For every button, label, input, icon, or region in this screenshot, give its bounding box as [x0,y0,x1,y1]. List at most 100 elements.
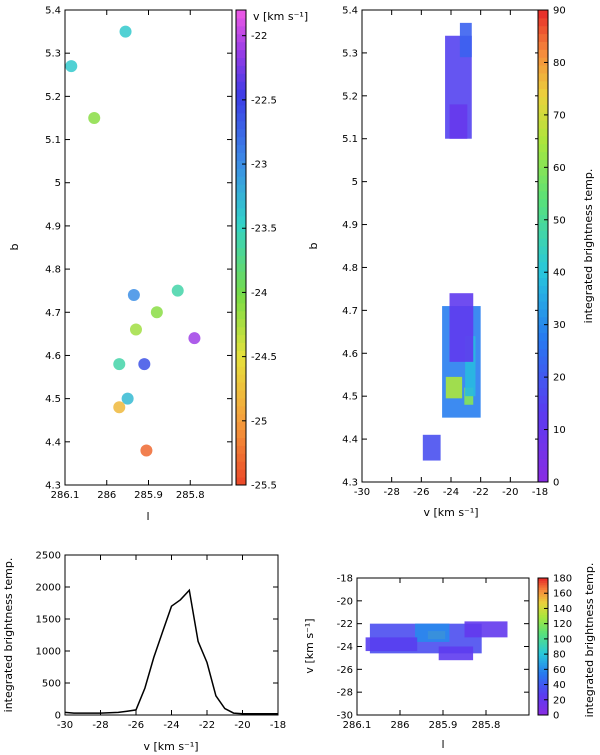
panel-c-xtick-label: -28 [92,720,108,731]
panel-a-colorbar-step [236,184,246,193]
panel-a-colorbar-tick-label: -25.5 [251,481,277,492]
panel-c-ytick-label: 0 [55,711,61,722]
panel-a-colorbar-step [236,65,246,74]
panel-a-colorbar-tick-label: -24.5 [251,352,277,363]
panel-a-colorbar-step [236,89,246,98]
panel-c-ytick-label: 1000 [36,647,61,658]
panel-a-ytick-label: 5 [55,178,61,189]
panel-d-colorbar-step [538,705,548,709]
panel-a-colorbar-step [236,152,246,161]
panel-c-ytick-label: 500 [42,679,61,690]
panel-a-xtick-label: 286.1 [51,490,80,501]
panel-b-map: -30 -28 -26 -24 -22 -20 -18 4.3 4.4 4.5 4.6 4.7 4.8 4… [307,6,595,520]
panel-a-colorbar-tick-label: -22.5 [251,95,277,106]
panel-d-colorbar-step [538,609,548,613]
panel-b-colorbar-step [538,316,548,326]
panel-a-colorbar-step [236,405,246,415]
panel-a-colorbar-tick-label: -23 [251,160,267,171]
panel-a-colorbar-step [236,207,246,217]
panel-d-colorbar-tick-label: 80 [553,650,566,661]
panel-a-xtick-label: 285.9 [134,490,163,501]
panel-b-xtick-label: -22 [472,487,488,498]
panel-b-ytick-label: 4.4 [342,435,358,446]
panel-a-colorbar-step [236,390,246,399]
panel-a-ylabel: b [8,243,21,250]
panel-d-colorbar-step [538,628,548,632]
panel-d-colorbar-step [538,619,548,622]
panel-a-colorbar-step [236,25,246,35]
panel-a-xtick-label: 286 [97,490,116,501]
panel-a-colorbar-step [236,350,246,359]
panel-b-colorbar-step [538,112,548,121]
panel-a-colorbar-step [236,413,246,423]
panel-a-colorbar-tick-label: -25 [251,416,267,427]
panel-d-colorbar-step [538,653,548,657]
panel-d-colorbar-step [538,660,548,663]
panel-d-colorbar-tick-label: 60 [553,665,566,676]
panel-d-colorbar-step [538,667,548,670]
panel-b-colorbar-step [538,65,548,74]
panel-a-plot-area [65,25,201,457]
panel-d-colorbar-step [538,582,548,586]
panel-d-colorbar-step [538,685,548,689]
panel-b-colorbar-tick-label: 0 [553,478,559,489]
panel-d-colorbar-step [538,593,548,597]
panel-b-colorbar-step [538,88,548,98]
panel-c-axes: -30 -28 -26 -24 -22 -20 -18 0 500 1000 1500 2000 250… [36,551,287,732]
panel-b-colorbar-step [538,246,548,255]
panel-a-colorbar-step [236,461,246,470]
panel-a-ytick-label: 4.9 [45,221,61,232]
panel-d-colorbar-label: integrated brightness temp. [583,563,596,718]
panel-a-colorbar-step [236,41,246,51]
panel-b-colorbar-step [538,25,548,35]
panel-b-colorbar-step [538,411,548,420]
panel-b-colorbar-step [538,403,548,412]
panel-b-colorbar-tick-label: 40 [553,268,566,279]
panel-a-xlabel: l [146,510,149,523]
panel-d-colorbar-step [538,584,548,588]
panel-b-colorbar-step [538,41,548,50]
panel-b-colorbar-tick-label: 90 [553,6,566,17]
panel-a-colorbar-step [236,295,246,304]
panel-d-ytick-label: -26 [337,665,353,676]
panel-d-ylabel: v [km s⁻¹] [303,618,316,673]
panel-b-blob [449,104,468,139]
panel-a-colorbar-step [236,374,246,383]
panel-d-colorbar-step [538,632,548,636]
panel-b-xtick-label: -20 [502,487,518,498]
panel-b-xtick-label: -26 [413,487,429,498]
panel-a-colorbar: -22 -22.5 -23 -23.5 -24 -24.5 -25 -25.5 [235,9,277,492]
panel-d-map: 286.1 286 285.9 285.8-30-28-26-24-22-20-18 … [303,563,596,751]
panel-b-colorbar-step [538,206,548,216]
panel-a-colorbar-tick-label: -22 [251,31,267,42]
panel-b-colorbar-step [538,214,548,223]
panel-d-colorbar-step [538,625,548,629]
panel-a-ytick-label: 4.8 [45,265,61,276]
panel-d-colorbar-step [538,589,548,593]
panel-d-xtick-label: 285.8 [472,720,501,731]
panel-a-colorbar-step [236,17,246,27]
panel-b-colorbar-step [538,238,548,247]
panel-b-colorbar-step [538,466,548,475]
panel-b-ytick-label: 4.7 [342,306,358,317]
panel-d-xtick-label: 285.9 [429,720,458,731]
panel-c-xtick-label: -22 [199,720,215,731]
panel-b-colorbar-step [538,128,548,137]
panel-b-colorbar-frame [537,9,549,483]
panel-d-colorbar-step [538,692,548,695]
panel-d-colorbar-step [538,699,548,702]
panel-a-colorbar-step [236,302,246,312]
panel-b-colorbar-step [538,120,548,129]
panel-c-xtick-label: -18 [270,720,286,731]
panel-a-xtick-label: 285.8 [176,490,205,501]
panel-d-ytick-label: -30 [337,711,353,722]
panel-b-colorbar-step [538,96,548,105]
panel-b-colorbar-step [538,379,548,389]
panel-b-colorbar-step [538,277,548,286]
panel-b-colorbar-step [538,364,548,373]
panel-a-clump [113,401,126,414]
panel-a-clump [138,358,151,371]
panel-a-colorbar-step [236,469,246,478]
panel-b-colorbar-step [538,230,548,239]
